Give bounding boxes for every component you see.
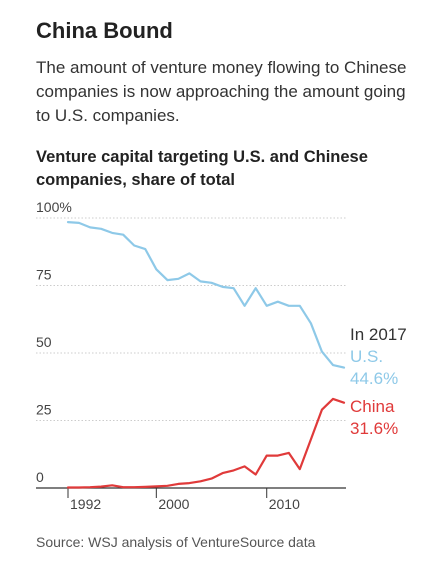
y-tick-label: 75: [36, 267, 52, 283]
china-series-label: China: [350, 397, 395, 416]
china-series-line: [66, 397, 346, 489]
us-series-label: U.S.: [350, 347, 384, 366]
x-tick-label: 2000: [158, 496, 189, 512]
y-tick-label: 25: [36, 402, 52, 418]
annotation-year: In 2017: [350, 325, 407, 344]
chart-heading: China Bound: [36, 18, 173, 43]
x-tick-label: 1992: [70, 496, 101, 512]
y-tick-label: 100%: [36, 199, 72, 215]
source-note: Source: WSJ analysis of VentureSource da…: [36, 534, 316, 550]
us-series-value: 44.6%: [350, 369, 399, 388]
y-tick-label: 50: [36, 334, 52, 350]
series-lines: [66, 221, 346, 489]
us-series-line: [66, 221, 346, 369]
gridlines: [36, 217, 346, 489]
axis-ticks: 100% 75 50 25 0 1992 2000 2010: [36, 199, 300, 512]
china-series-value: 31.6%: [350, 419, 399, 438]
y-tick-label: 0: [36, 469, 44, 485]
chart-dek: The amount of venture money flowing to C…: [36, 58, 407, 125]
x-tick-label: 2010: [269, 496, 300, 512]
chart-title: Venture capital targeting U.S. and Chine…: [36, 148, 368, 189]
